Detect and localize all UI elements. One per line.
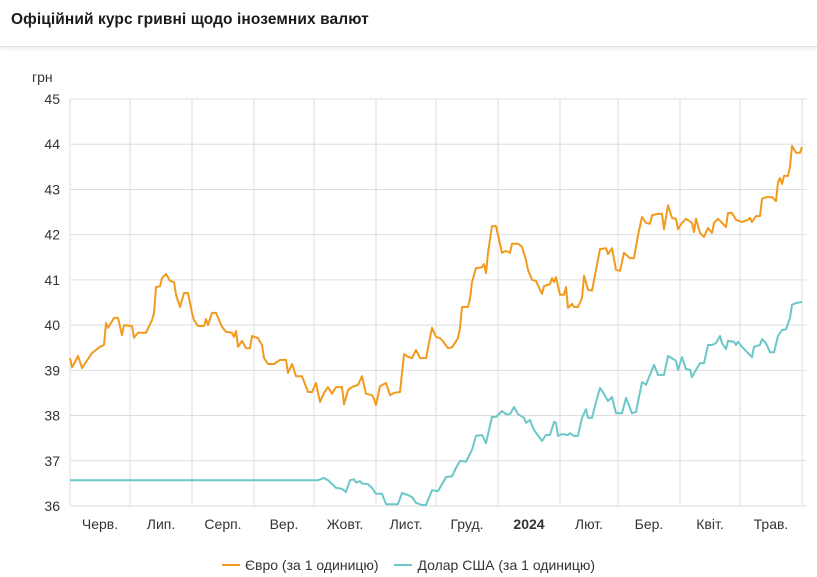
legend-label-euro: Євро (за 1 одиницю) (244, 557, 379, 573)
y-axis-unit-label: грн (32, 69, 53, 85)
x-tick-label: Трав. (754, 516, 789, 532)
y-tick-label: 41 (44, 272, 60, 288)
legend-swatch-euro (221, 564, 240, 566)
y-tick-label: 43 (44, 181, 60, 197)
legend-label-usd: Долар США (за 1 одиницю) (417, 557, 596, 573)
x-tick-label: Квіт. (696, 516, 723, 532)
y-tick-label: 39 (44, 362, 60, 378)
legend-item-usd[interactable]: Долар США (за 1 одиницю) (394, 557, 595, 573)
x-tick-label: Черв. (82, 516, 118, 532)
y-tick-label: 40 (44, 317, 60, 333)
euro-series-line (69, 145, 803, 407)
header-bar: Офіційний курс гривні щодо іноземних вал… (0, 0, 817, 47)
x-tick-label: Бер. (635, 516, 664, 532)
y-tick-label: 42 (44, 227, 60, 243)
x-axis-ticks: Черв. Лип. Серп. Вер. Жовт. Лист. Груд. 2024 Лют… (82, 516, 788, 532)
y-tick-label: 38 (44, 408, 60, 424)
y-tick-label: 45 (44, 91, 60, 107)
x-tick-label: 2024 (513, 516, 544, 532)
page-title: Офіційний курс гривні щодо іноземних вал… (11, 11, 369, 28)
y-tick-label: 37 (44, 453, 60, 469)
x-tick-label: Серп. (204, 516, 241, 532)
x-tick-label: Жовт. (327, 516, 363, 532)
x-tick-label: Вер. (270, 516, 299, 532)
usd-series-line (70, 301, 803, 507)
y-axis-ticks: 36 37 38 39 40 41 42 43 44 45 (44, 91, 60, 514)
series-lines (69, 145, 803, 507)
legend-swatch-usd (394, 564, 413, 566)
legend-item-euro[interactable]: Євро (за 1 одиницю) (221, 557, 379, 573)
y-tick-label: 44 (44, 136, 60, 152)
legend: Євро (за 1 одиницю) Долар США (за 1 один… (0, 553, 817, 573)
x-tick-label: Лип. (147, 516, 175, 532)
x-tick-label: Лют. (575, 516, 603, 532)
x-tick-label: Лист. (390, 516, 423, 532)
y-tick-label: 36 (44, 498, 60, 514)
x-tick-label: Груд. (450, 516, 483, 532)
